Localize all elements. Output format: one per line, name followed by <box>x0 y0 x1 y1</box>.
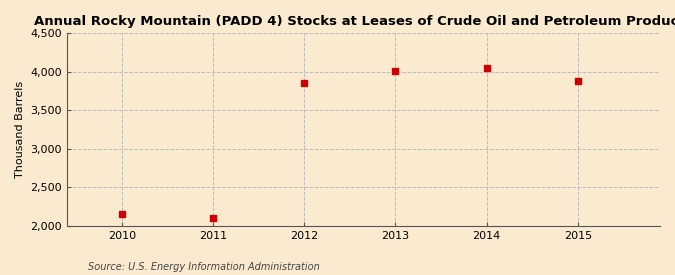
Point <box>299 81 310 85</box>
Point <box>572 79 583 83</box>
Text: Source: U.S. Energy Information Administration: Source: U.S. Energy Information Administ… <box>88 262 319 272</box>
Point <box>208 216 219 220</box>
Point <box>390 69 401 74</box>
Title: Annual Rocky Mountain (PADD 4) Stocks at Leases of Crude Oil and Petroleum Produ: Annual Rocky Mountain (PADD 4) Stocks at… <box>34 15 675 28</box>
Point <box>116 212 127 216</box>
Point <box>481 66 492 70</box>
Y-axis label: Thousand Barrels: Thousand Barrels <box>15 81 25 178</box>
